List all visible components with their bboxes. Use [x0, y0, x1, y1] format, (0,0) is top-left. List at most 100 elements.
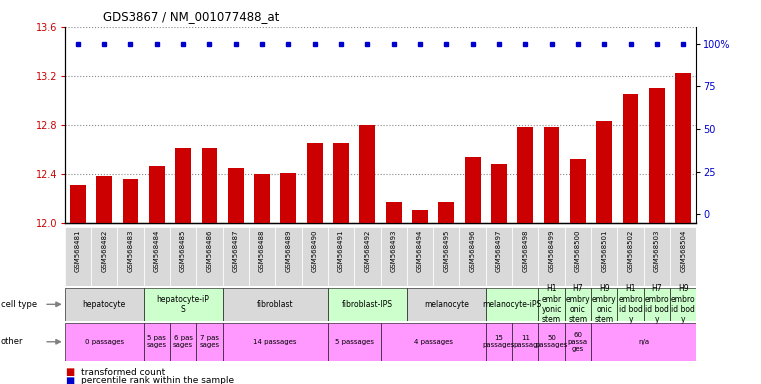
- Bar: [649, 88, 665, 223]
- Bar: [223, 288, 328, 321]
- Bar: [512, 227, 539, 286]
- Bar: [275, 227, 301, 286]
- Bar: [486, 288, 539, 321]
- Bar: [170, 323, 196, 361]
- Bar: [617, 288, 644, 321]
- Bar: [591, 323, 696, 361]
- Bar: [144, 323, 170, 361]
- Bar: [597, 121, 612, 223]
- Bar: [517, 127, 533, 223]
- Text: cell type: cell type: [1, 300, 37, 309]
- Bar: [591, 227, 617, 286]
- Text: GSM568481: GSM568481: [75, 230, 81, 272]
- Bar: [675, 73, 691, 223]
- Text: GSM568487: GSM568487: [233, 230, 239, 272]
- Bar: [570, 159, 586, 223]
- Bar: [543, 127, 559, 223]
- Text: H1
embr
yonic
stem: H1 embr yonic stem: [541, 284, 562, 324]
- Text: melanocyte: melanocyte: [424, 300, 469, 309]
- Bar: [359, 125, 375, 223]
- Text: GSM568500: GSM568500: [575, 230, 581, 272]
- Bar: [196, 323, 222, 361]
- Bar: [386, 202, 402, 223]
- Text: GSM568486: GSM568486: [206, 230, 212, 272]
- Bar: [539, 323, 565, 361]
- Text: 50
passages: 50 passages: [536, 335, 568, 348]
- Bar: [70, 185, 86, 223]
- Bar: [486, 323, 512, 361]
- Bar: [328, 227, 354, 286]
- Bar: [281, 172, 296, 223]
- Text: H9
embro
id bod
y: H9 embro id bod y: [671, 284, 696, 324]
- Text: GSM568494: GSM568494: [417, 230, 423, 272]
- Text: 7 pas
sages: 7 pas sages: [199, 335, 219, 348]
- Bar: [565, 288, 591, 321]
- Bar: [539, 288, 565, 321]
- Text: 14 passages: 14 passages: [253, 339, 297, 345]
- Bar: [512, 323, 539, 361]
- Bar: [438, 202, 454, 223]
- Bar: [333, 143, 349, 223]
- Text: GSM568495: GSM568495: [444, 230, 449, 272]
- Text: GSM568493: GSM568493: [390, 230, 396, 272]
- Bar: [328, 323, 380, 361]
- Bar: [670, 288, 696, 321]
- Bar: [301, 227, 328, 286]
- Bar: [202, 148, 218, 223]
- Text: hepatocyte: hepatocyte: [82, 300, 126, 309]
- Text: GSM568490: GSM568490: [312, 230, 317, 272]
- Text: GSM568489: GSM568489: [285, 230, 291, 272]
- Bar: [565, 323, 591, 361]
- Text: 60
passa
ges: 60 passa ges: [568, 332, 588, 352]
- Text: GSM568491: GSM568491: [338, 230, 344, 272]
- Bar: [144, 288, 223, 321]
- Bar: [65, 323, 144, 361]
- Bar: [433, 227, 460, 286]
- Text: GSM568498: GSM568498: [522, 230, 528, 272]
- Text: GSM568484: GSM568484: [154, 230, 160, 272]
- Bar: [412, 210, 428, 223]
- Text: GDS3867 / NM_001077488_at: GDS3867 / NM_001077488_at: [103, 10, 279, 23]
- Bar: [380, 227, 407, 286]
- Bar: [149, 166, 164, 223]
- Text: 6 pas
sages: 6 pas sages: [173, 335, 193, 348]
- Bar: [380, 323, 486, 361]
- Bar: [223, 227, 249, 286]
- Text: melanocyte-iPS: melanocyte-iPS: [482, 300, 542, 309]
- Bar: [65, 288, 144, 321]
- Bar: [96, 176, 112, 223]
- Text: transformed count: transformed count: [81, 368, 166, 377]
- Bar: [170, 227, 196, 286]
- Bar: [486, 227, 512, 286]
- Text: other: other: [1, 337, 24, 346]
- Text: GSM568488: GSM568488: [259, 230, 265, 272]
- Text: GSM568497: GSM568497: [496, 230, 502, 272]
- Bar: [491, 164, 507, 223]
- Text: H1
embro
id bod
y: H1 embro id bod y: [618, 284, 643, 324]
- Text: GSM568502: GSM568502: [628, 230, 633, 272]
- Bar: [622, 94, 638, 223]
- Bar: [670, 227, 696, 286]
- Text: H7
embro
id bod
y: H7 embro id bod y: [645, 284, 669, 324]
- Text: 0 passages: 0 passages: [84, 339, 124, 345]
- Bar: [407, 227, 433, 286]
- Bar: [223, 323, 328, 361]
- Bar: [228, 168, 244, 223]
- Bar: [307, 143, 323, 223]
- Bar: [175, 148, 191, 223]
- Text: 15
passages: 15 passages: [482, 335, 515, 348]
- Text: ■: ■: [65, 367, 74, 377]
- Bar: [123, 179, 139, 223]
- Text: GSM568499: GSM568499: [549, 230, 555, 272]
- Text: GSM568503: GSM568503: [654, 230, 660, 272]
- Bar: [617, 227, 644, 286]
- Text: GSM568496: GSM568496: [470, 230, 476, 272]
- Bar: [539, 227, 565, 286]
- Text: 11
passag: 11 passag: [513, 335, 537, 348]
- Text: fibroblast-IPS: fibroblast-IPS: [342, 300, 393, 309]
- Text: 5 passages: 5 passages: [335, 339, 374, 345]
- Bar: [354, 227, 380, 286]
- Bar: [65, 227, 91, 286]
- Text: fibroblast: fibroblast: [257, 300, 294, 309]
- Bar: [565, 227, 591, 286]
